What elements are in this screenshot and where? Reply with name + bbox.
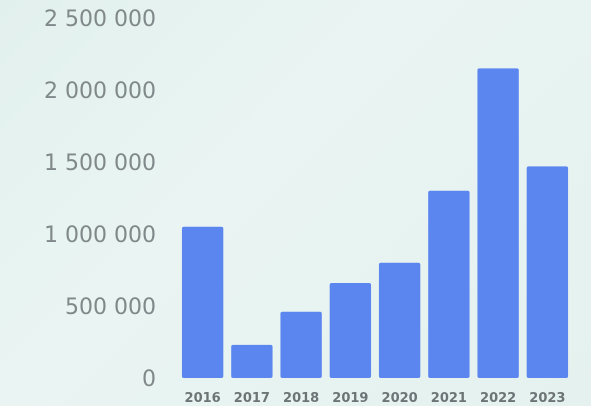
x-axis: 2016 2017 2018 2019 2020 2021 2022 2023 [185,391,566,406]
y-tick-label: 1 500 000 [44,151,156,176]
y-tick-label: 1 000 000 [44,223,156,248]
x-tick-label: 2023 [529,391,565,406]
bar-2023 [526,166,569,378]
y-tick-label: 0 [142,367,156,392]
x-tick-label: 2022 [480,391,516,406]
x-tick-label: 2021 [431,391,467,406]
y-axis: 0 500 000 1 000 000 1 500 000 2 000 000 2 500… [44,7,156,392]
bars [181,68,569,379]
x-tick-label: 2017 [234,391,270,406]
x-tick-label: 2019 [332,391,368,406]
y-tick-label: 500 000 [65,295,156,320]
y-tick-label: 2 500 000 [44,7,156,32]
bar-2017 [231,344,273,378]
x-tick-label: 2018 [283,391,319,406]
bar-2018 [280,311,322,378]
bar-2019 [329,282,372,378]
x-tick-label: 2016 [185,391,221,406]
bar-2016 [181,226,224,378]
bar-2022 [477,68,519,379]
bar-2021 [428,190,470,378]
bar-2020 [378,262,421,378]
y-tick-label: 2 000 000 [44,79,156,104]
x-tick-label: 2020 [382,391,418,406]
